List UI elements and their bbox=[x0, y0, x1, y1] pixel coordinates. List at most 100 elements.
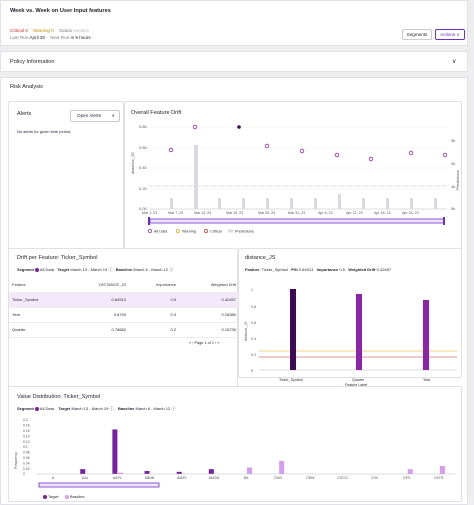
column-header[interactable]: Feature bbox=[9, 277, 69, 293]
table-cell: 0.2 bbox=[129, 322, 179, 338]
distance-x-tick: Year bbox=[423, 378, 431, 382]
drift-point bbox=[168, 147, 174, 153]
table-cell: 0.3 bbox=[129, 307, 179, 323]
x-tick: Apr 24, 23 bbox=[402, 211, 419, 215]
next-run-value: in 9 hours bbox=[70, 35, 91, 40]
feature-label: Feature bbox=[245, 267, 260, 272]
column-header[interactable]: Weighted Drift bbox=[179, 277, 239, 293]
info-icon[interactable]: ⓘ bbox=[109, 406, 114, 411]
info-icon[interactable]: ⓘ bbox=[169, 267, 174, 272]
table-row[interactable]: Quarter 0.78682 0.2 0.15736 bbox=[9, 322, 239, 338]
y-tick: 0.6 bbox=[251, 321, 256, 325]
y-tick: 0 bbox=[23, 472, 25, 476]
info-icon[interactable]: ⓘ bbox=[171, 406, 176, 411]
prediction-bar bbox=[434, 198, 437, 209]
segment-label: Segment bbox=[17, 406, 34, 411]
column-header[interactable]: Importance bbox=[129, 277, 179, 293]
actions-button[interactable]: Actions ∨ bbox=[435, 29, 465, 40]
x-tick: DFS bbox=[403, 476, 411, 480]
table-cell: 0.15736 bbox=[179, 322, 239, 338]
y2-tick: 3k bbox=[451, 138, 455, 143]
drift-points bbox=[168, 124, 448, 162]
table-cell: Year bbox=[9, 307, 69, 323]
prediction-bar bbox=[242, 198, 245, 209]
segments-button[interactable]: Segments bbox=[402, 29, 432, 40]
prediction-bar bbox=[410, 198, 413, 209]
x-tick: ABNB bbox=[145, 476, 155, 480]
y-tick: 1 bbox=[251, 288, 253, 292]
bar-baseline-cmg bbox=[279, 461, 285, 474]
info-icon[interactable]: ⓘ bbox=[108, 267, 113, 272]
legend-warning: Warning bbox=[182, 230, 196, 234]
legend-predictions: Predictions bbox=[235, 230, 254, 234]
left-axis-ticks: 0.80 0.60 0.40 0.20 0.00 bbox=[139, 124, 148, 211]
bar-target-amat bbox=[176, 471, 182, 474]
chevron-down-icon[interactable]: ∨ bbox=[452, 59, 457, 65]
table-cell: Ticker_Symbol bbox=[9, 292, 69, 308]
policy-title: Week vs. Week on User Input features bbox=[10, 8, 111, 14]
x-tick: DLTR bbox=[434, 476, 444, 480]
value-distribution-title: Value Distribution: Ticker_Symbol bbox=[17, 394, 101, 400]
drift-per-feature-title: Drift per Feature: Ticker_Symbol bbox=[17, 255, 98, 261]
status-value: Inactive bbox=[73, 28, 90, 33]
table-cell: 0.8793 bbox=[69, 307, 129, 323]
drift-point bbox=[334, 152, 340, 158]
table-row[interactable]: Ticker_Symbol 0.64913 0.5 0.42457 bbox=[9, 292, 239, 308]
alerts-empty-message: No alerts for given time period. bbox=[17, 129, 72, 134]
legend-all-data: All Data bbox=[154, 230, 168, 234]
x-tick: CSCO bbox=[337, 476, 348, 480]
bar-baseline-ba bbox=[247, 467, 252, 474]
prediction-bar bbox=[290, 198, 293, 209]
segment-value: All Data bbox=[39, 406, 54, 411]
value-range-slider bbox=[38, 482, 160, 488]
distance-x-label: Feature Label bbox=[345, 383, 368, 387]
y-tick: 0.08 bbox=[23, 451, 30, 455]
baseline-value: March 6 - March 12 bbox=[135, 406, 171, 411]
distance-y-ticks: 1 0.8 0.6 0.4 0.2 0 bbox=[251, 288, 256, 373]
last-run-value: April 30 bbox=[29, 35, 45, 40]
x-tick: Mar 7, 23 bbox=[168, 211, 183, 215]
bar-baseline-aapl bbox=[118, 472, 124, 474]
chart-y-label: Frequency bbox=[14, 452, 18, 469]
table-header-row: Feature DISTANCE_JS Importance Weighted … bbox=[9, 277, 239, 293]
last-run-label: Last Run bbox=[10, 35, 29, 40]
x-tick: Apr 12, 23 bbox=[346, 211, 363, 215]
y-tick: 0.2 bbox=[251, 353, 256, 357]
prediction-bar bbox=[266, 198, 269, 209]
table-row[interactable]: Year 0.8793 0.3 0.26380 bbox=[9, 307, 239, 323]
distance-x-tick: Ticker_Symbol bbox=[279, 378, 303, 382]
y-tick: 0.00 bbox=[139, 206, 148, 211]
alerts-filter-dropdown[interactable]: Open Alerts ∨ bbox=[70, 110, 120, 122]
bar-target-aal bbox=[80, 469, 86, 474]
prediction-bar bbox=[314, 198, 317, 209]
table-cell: Quarter bbox=[9, 322, 69, 338]
bar-target-aapl bbox=[112, 429, 118, 474]
baseline-label: Baseline bbox=[115, 267, 133, 272]
x-tick: Mar 25, 23 bbox=[258, 211, 275, 215]
y2-axis-label: Predictions bbox=[455, 170, 460, 190]
policy-information-card[interactable]: Policy Information ∨ bbox=[0, 51, 468, 72]
column-header[interactable]: DISTANCE_JS bbox=[69, 277, 129, 293]
table-cell: 0.64913 bbox=[69, 292, 129, 308]
bar-baseline-dfs bbox=[407, 469, 413, 474]
drift-point bbox=[192, 124, 198, 130]
value-distribution-y-ticks: 0.2 0.180.160.14 0.120.1 0.080.060.04 0.020 bbox=[23, 418, 30, 476]
legend-predictions-icon bbox=[228, 229, 233, 233]
date-range-slider-handle-right bbox=[443, 217, 445, 225]
critical-drift-point bbox=[237, 125, 241, 129]
y2-tick: 1k bbox=[451, 184, 455, 189]
first-page-button[interactable]: « bbox=[189, 341, 192, 345]
segment-dot-icon bbox=[35, 267, 40, 272]
critical-label: Critical bbox=[10, 28, 25, 33]
pagination: « ‹ Page 1 of 1 › » bbox=[189, 341, 219, 345]
y-tick: 0.06 bbox=[23, 456, 30, 460]
y-tick: 0.40 bbox=[139, 165, 148, 170]
risk-analysis-title: Risk Analysis bbox=[10, 84, 43, 90]
last-page-button[interactable]: » bbox=[217, 341, 220, 345]
y-tick: 0.1 bbox=[23, 445, 28, 449]
distance-js-chart: 1 0.8 0.6 0.4 0.2 0 distance_JS bbox=[244, 288, 457, 373]
y2-tick: 2k bbox=[451, 161, 455, 166]
legend-critical: Critical bbox=[210, 230, 222, 234]
segment-dot-icon bbox=[35, 406, 40, 411]
prev-page-button[interactable]: ‹ bbox=[192, 341, 194, 345]
